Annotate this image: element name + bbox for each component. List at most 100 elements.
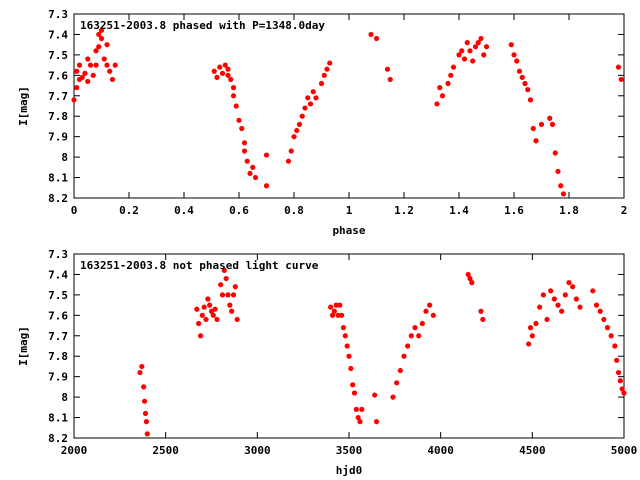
- data-point: [310, 89, 316, 95]
- data-point: [538, 121, 545, 127]
- data-point: [299, 113, 305, 119]
- data-point: [342, 333, 348, 339]
- data-point: [236, 117, 242, 123]
- y-tick-label: 7.4: [48, 268, 68, 281]
- data-point: [96, 31, 102, 38]
- data-point: [71, 97, 77, 103]
- data-point: [143, 419, 150, 425]
- y-tick-label: 8: [61, 391, 68, 404]
- data-point: [96, 44, 102, 50]
- data-point: [79, 74, 85, 80]
- data-point: [98, 35, 105, 42]
- data-point: [324, 66, 330, 72]
- y-tick-label: 7.3: [48, 248, 68, 261]
- tick-group-phased: 0 0.2 0.4 0.6 0.8 1 1.2 1.4 1.6 1.8 2 7.3 7.4 7.5 7.6 7…: [48, 8, 627, 217]
- data-point: [241, 140, 248, 146]
- x-tick-label: 0.8: [284, 204, 304, 217]
- data-point: [219, 70, 226, 76]
- data-point: [519, 74, 525, 80]
- data-point: [548, 288, 554, 294]
- data-point: [551, 296, 557, 302]
- data-point: [516, 68, 523, 74]
- data-point: [214, 74, 220, 80]
- x-tick-label: 0.4: [174, 204, 194, 217]
- data-point: [448, 72, 454, 78]
- data-point: [537, 304, 543, 310]
- data-point: [384, 66, 391, 72]
- data-point: [234, 316, 240, 323]
- data-point: [201, 304, 207, 310]
- data-point: [555, 302, 561, 308]
- data-point: [107, 68, 113, 74]
- panel-unphased: 2000 2500 3000 3500 4000 4500 5000 7.3 7.4 7.5 7.6…: [17, 248, 637, 477]
- data-point: [450, 64, 457, 70]
- data-point: [250, 164, 256, 170]
- data-point: [573, 296, 579, 302]
- data-point: [229, 308, 235, 314]
- data-point: [141, 398, 148, 404]
- data-point: [549, 121, 556, 127]
- y-tick-label: 7.5: [48, 49, 68, 62]
- data-points-phased: [71, 27, 624, 197]
- data-point: [464, 40, 470, 46]
- data-point: [313, 95, 319, 101]
- data-point: [480, 316, 486, 323]
- data-point: [615, 64, 622, 70]
- chart-title-phased: 163251-2003.8 phased with P=1348.0day: [80, 19, 325, 32]
- y-tick-label: 8.2: [48, 432, 68, 445]
- data-point: [263, 152, 270, 158]
- data-point: [590, 288, 596, 294]
- data-point: [394, 380, 400, 386]
- x-axis-label-phased: phase: [332, 224, 365, 237]
- data-point: [194, 306, 200, 312]
- chart-title-unphased: 163251-2003.8 not phased light curve: [80, 259, 319, 272]
- data-point: [357, 419, 363, 425]
- x-tick-label: 3000: [244, 444, 271, 457]
- data-point: [390, 394, 396, 400]
- x-tick-label: 4000: [427, 444, 454, 457]
- x-tick-label: 0.6: [229, 204, 249, 217]
- data-point: [558, 183, 564, 189]
- data-point: [109, 76, 116, 83]
- data-point: [373, 35, 380, 42]
- data-point: [401, 353, 407, 359]
- data-point: [203, 316, 209, 323]
- data-point: [328, 304, 334, 310]
- data-point: [555, 168, 561, 175]
- data-point: [618, 76, 624, 83]
- x-tick-label: 0: [71, 204, 78, 217]
- data-point: [439, 93, 446, 99]
- data-point: [430, 312, 436, 318]
- data-point: [230, 85, 237, 91]
- data-point: [566, 280, 572, 286]
- y-tick-label: 7.6: [48, 309, 68, 322]
- data-point: [139, 363, 145, 370]
- data-point: [570, 284, 576, 290]
- data-point: [614, 357, 620, 363]
- data-point: [321, 72, 327, 78]
- data-point: [412, 325, 418, 331]
- data-point: [205, 296, 211, 302]
- y-tick-label: 7.3: [48, 8, 68, 21]
- data-point: [529, 333, 535, 339]
- y-tick-label: 7.8: [48, 350, 68, 363]
- data-point: [456, 52, 462, 58]
- data-point: [207, 302, 213, 308]
- data-point: [522, 80, 528, 87]
- data-point: [562, 292, 568, 298]
- data-point: [419, 320, 425, 327]
- data-point: [533, 320, 539, 327]
- tick-group-unphased: 2000 2500 3000 3500 4000 4500 5000 7.3 7.4 7.5 7.6…: [48, 248, 637, 457]
- data-point: [408, 333, 414, 339]
- data-point: [196, 320, 202, 327]
- data-point: [305, 95, 311, 101]
- data-point: [339, 312, 345, 318]
- data-point: [244, 158, 250, 164]
- data-point: [104, 62, 110, 68]
- data-point: [137, 369, 143, 376]
- data-point: [225, 66, 231, 72]
- data-point: [327, 60, 333, 66]
- data-point: [552, 150, 558, 156]
- data-point: [437, 85, 443, 91]
- x-tick-label: 4500: [519, 444, 546, 457]
